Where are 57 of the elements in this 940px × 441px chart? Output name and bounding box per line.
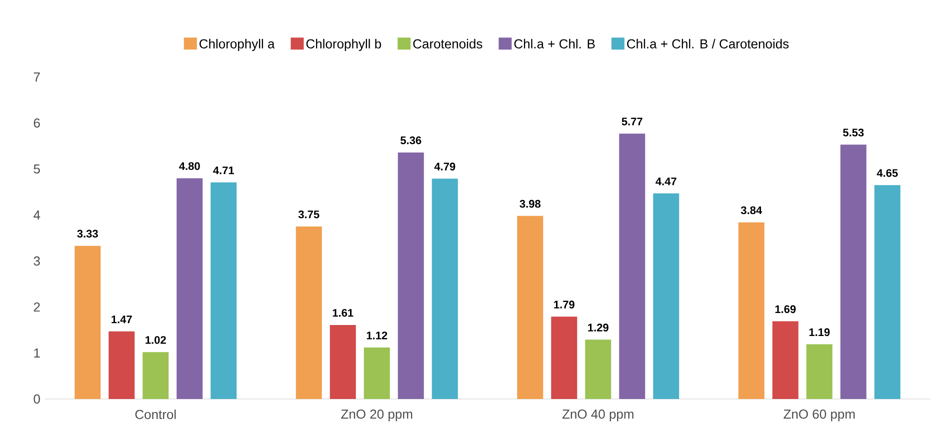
y-tick-label: 3 [34, 256, 40, 266]
data-label: 3.98 [520, 200, 540, 208]
data-label: 4.65 [876, 169, 898, 177]
x-tick-label: ZnO 20 ppm [341, 410, 412, 422]
bar [772, 321, 798, 399]
data-label: 3.33 [77, 230, 98, 238]
data-label: 1.47 [112, 316, 132, 324]
data-label: 5.77 [622, 118, 642, 126]
legend-label: Chl.a + Chl. B [514, 38, 595, 48]
legend-label: Chlorophyll a [200, 38, 275, 52]
data-label: 4.47 [656, 178, 676, 186]
x-tick-label: ZnO 40 ppm [562, 410, 634, 422]
data-label: 3.84 [740, 206, 762, 214]
bar [585, 340, 612, 399]
x-tick-label: Control [135, 410, 176, 420]
y-tick-label: 7 [34, 72, 40, 82]
bar [517, 216, 544, 399]
bar [738, 222, 764, 399]
bar [551, 316, 578, 399]
bar [874, 185, 900, 399]
legend-label: Chl.a + Chl. B / Carotenoids [627, 38, 789, 48]
data-label: 1.12 [366, 332, 388, 340]
bar [432, 178, 458, 399]
bar [653, 193, 680, 399]
data-label: 1.79 [554, 300, 574, 308]
y-tick-label: 1 [34, 348, 40, 358]
legend-label: Chlorophyll b [306, 38, 382, 52]
data-label: 1.02 [146, 336, 166, 344]
y-tick-label: 2 [34, 302, 40, 312]
bar [296, 226, 322, 399]
data-label: 4.80 [179, 162, 200, 170]
bar [364, 347, 390, 399]
bar [108, 331, 135, 399]
bar [806, 344, 832, 399]
bar [330, 324, 356, 399]
data-label: 4.71 [213, 166, 234, 174]
y-tick-label: 6 [34, 118, 40, 128]
data-label: 4.79 [434, 162, 456, 170]
data-label: 1.19 [809, 328, 830, 336]
bar [398, 152, 424, 399]
data-label: 1.29 [588, 324, 608, 332]
bar [619, 134, 646, 399]
bar [142, 352, 169, 399]
data-label: 1.69 [775, 305, 796, 314]
data-label: 5.53 [843, 128, 864, 136]
y-tick-label: 5 [34, 164, 40, 174]
bar [74, 246, 101, 399]
y-tick-label: 0 [34, 394, 40, 404]
bar [176, 178, 203, 399]
data-label: 5.36 [400, 136, 422, 144]
data-label: 3.75 [298, 210, 320, 218]
x-tick-label: ZnO 60 ppm [784, 410, 855, 422]
bar [210, 182, 237, 399]
legend-label: Carotenoids [413, 38, 482, 48]
bar [840, 144, 866, 399]
y-tick-label: 4 [34, 210, 40, 220]
data-label: 1.61 [332, 308, 354, 317]
